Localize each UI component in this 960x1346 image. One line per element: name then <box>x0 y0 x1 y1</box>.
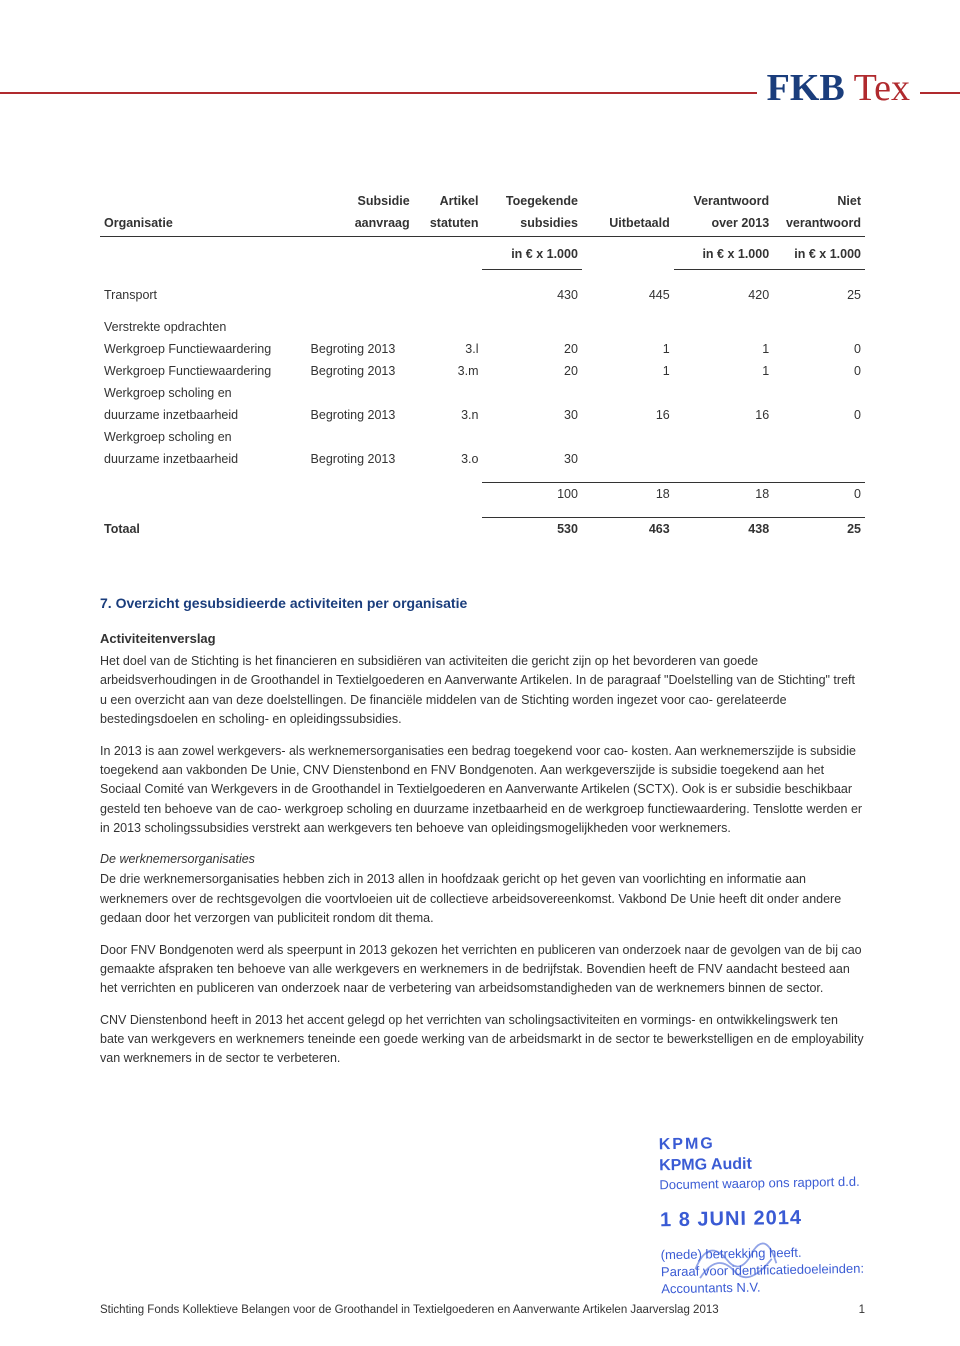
activiteitenverslag-heading: Activiteitenverslag <box>100 631 865 646</box>
subtotal-verantwoord: 18 <box>674 483 773 506</box>
page-content: Subsidie Artikel Toegekende Verantwoord … <box>0 0 960 1121</box>
transport-toegekende: 430 <box>482 284 581 306</box>
unit-verantwoord: in € x 1.000 <box>674 237 773 270</box>
th-uitbetaald: Uitbetaald <box>582 212 674 237</box>
audit-stamp: KPMG KPMG Audit Document waarop ons rapp… <box>659 1131 922 1299</box>
footer-text: Stichting Fonds Kollektieve Belangen voo… <box>100 1304 719 1316</box>
th-organisatie: Organisatie <box>100 212 307 237</box>
section-verstrekte: Verstrekte opdrachten <box>100 306 865 338</box>
table-row: Werkgroep Functiewaardering Begroting 20… <box>100 360 865 382</box>
table-row: duurzame inzetbaarheid Begroting 2013 3.… <box>100 448 865 470</box>
logo-fkb: FKB <box>767 67 845 109</box>
unit-niet: in € x 1.000 <box>773 237 865 270</box>
unit-toegekende: in € x 1.000 <box>482 237 581 270</box>
th-niet-1: Niet <box>773 190 865 212</box>
th-niet-2: verantwoord <box>773 212 865 237</box>
transport-verantwoord: 420 <box>674 284 773 306</box>
table-row: duurzame inzetbaarheid Begroting 2013 3.… <box>100 404 865 426</box>
total-uitbetaald: 463 <box>582 518 674 541</box>
total-verantwoord: 438 <box>674 518 773 541</box>
subtotal-toegekende: 100 <box>482 483 581 506</box>
th-toegekende-1: Toegekende <box>482 190 581 212</box>
th-verantwoord-1: Verantwoord <box>674 190 773 212</box>
page-footer: Stichting Fonds Kollektieve Belangen voo… <box>100 1304 865 1316</box>
footer-page-number: 1 <box>859 1304 865 1316</box>
th-artikel-2: statuten <box>414 212 483 237</box>
th-toegekende-2: subsidies <box>482 212 581 237</box>
paragraph-4: Door FNV Bondgenoten werd als speerpunt … <box>100 941 865 999</box>
total-niet: 25 <box>773 518 865 541</box>
th-subsidie-1: Subsidie <box>307 190 414 212</box>
table-row: Werkgroep scholing en <box>100 426 865 448</box>
header-logo: FKB Tex <box>757 66 920 110</box>
signature-icon <box>690 1231 781 1288</box>
table-row: Werkgroep scholing en <box>100 382 865 404</box>
subtotal-uitbetaald: 18 <box>582 483 674 506</box>
paragraph-1: Het doel van de Stichting is het financi… <box>100 652 865 730</box>
transport-niet: 25 <box>773 284 865 306</box>
total-toegekende: 530 <box>482 518 581 541</box>
transport-uitbetaald: 445 <box>582 284 674 306</box>
section-7-heading: 7. Overzicht gesubsidieerde activiteiten… <box>100 595 865 611</box>
paragraph-3: De drie werknemersorganisaties hebben zi… <box>100 870 865 928</box>
th-artikel-1: Artikel <box>414 190 483 212</box>
total-row: Totaal 530 463 438 25 <box>100 518 865 541</box>
table-row-transport: Transport 430 445 420 25 <box>100 284 865 306</box>
logo-tex: Tex <box>854 67 910 109</box>
table-row: Werkgroep Functiewaardering Begroting 20… <box>100 338 865 360</box>
th-subsidie-2: aanvraag <box>307 212 414 237</box>
total-label: Totaal <box>100 518 307 541</box>
paragraph-5: CNV Dienstenbond heeft in 2013 het accen… <box>100 1011 865 1069</box>
paragraph-2: In 2013 is aan zowel werkgevers- als wer… <box>100 742 865 839</box>
th-verantwoord-2: over 2013 <box>674 212 773 237</box>
stamp-date: 1 8 JUNI 2014 <box>660 1203 920 1234</box>
subtotal-niet: 0 <box>773 483 865 506</box>
subsidy-table: Subsidie Artikel Toegekende Verantwoord … <box>100 190 865 540</box>
werknemersorganisaties-heading: De werknemersorganisaties <box>100 852 865 866</box>
subtotal-row: 100 18 18 0 <box>100 483 865 506</box>
transport-label: Transport <box>100 284 307 306</box>
